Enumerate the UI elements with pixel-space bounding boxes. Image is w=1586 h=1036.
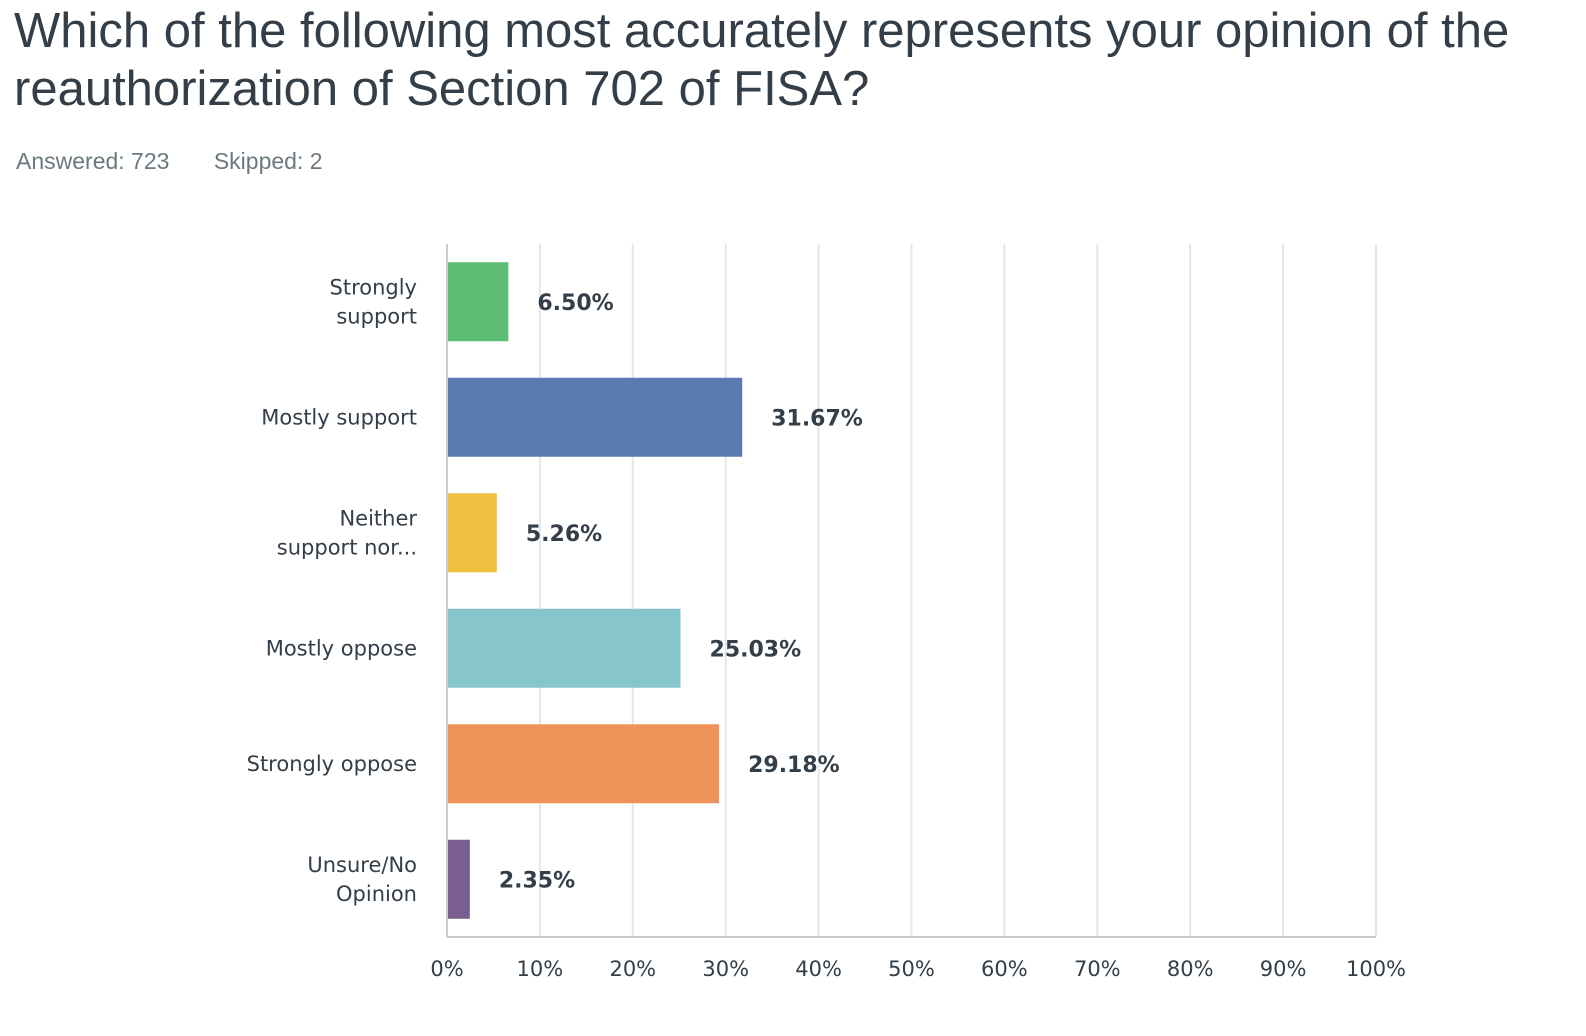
category-label: Mostly support <box>261 405 417 429</box>
labels: 0% 10% 20% 30% 40% 50% 60% 70% 80% 90% 100% 6.50% St… <box>247 275 1406 981</box>
bar <box>448 377 743 457</box>
gridlines <box>538 244 1377 937</box>
bar-value-label: 29.18% <box>748 753 840 778</box>
bar-value-label: 31.67% <box>771 406 863 431</box>
category-label: Mostly oppose <box>266 636 417 660</box>
bar <box>448 608 681 688</box>
category-label: support nor... <box>277 535 417 559</box>
bar-value-label: 6.50% <box>537 291 613 316</box>
x-tick-label: 20% <box>609 957 656 981</box>
bar <box>448 839 470 919</box>
bars <box>448 262 743 919</box>
category-label: Strongly <box>330 275 418 299</box>
category-label: Unsure/No <box>307 853 417 877</box>
bar <box>448 493 497 573</box>
bar-value-label: 5.26% <box>526 522 602 547</box>
x-tick-label: 80% <box>1167 957 1214 981</box>
x-tick-label: 100% <box>1346 957 1406 981</box>
category-label: support <box>336 304 417 328</box>
bar <box>448 724 720 804</box>
category-label: Opinion <box>336 882 417 906</box>
x-tick-label: 60% <box>981 957 1028 981</box>
bar-value-label: 25.03% <box>710 637 802 662</box>
x-tick-label: 0% <box>430 957 463 981</box>
bar-value-label: 2.35% <box>499 868 575 893</box>
axes <box>446 244 1376 938</box>
x-tick-label: 10% <box>517 957 564 981</box>
skipped-count: Skipped: 2 <box>213 148 323 174</box>
x-tick-label: 70% <box>1074 957 1121 981</box>
x-tick-label: 50% <box>888 957 935 981</box>
x-tick-label: 40% <box>795 957 842 981</box>
answered-count: Answered: 723 <box>16 148 170 174</box>
bar-chart: 0% 10% 20% 30% 40% 50% 60% 70% 80% 90% 100% 6.50% St… <box>247 244 1406 981</box>
bar <box>448 262 509 342</box>
category-label: Neither <box>339 506 417 530</box>
category-label: Strongly oppose <box>247 752 417 776</box>
response-stats: Answered: 723 Skipped: 2 <box>16 148 323 175</box>
question-title: Which of the following most accurately r… <box>14 4 1510 116</box>
x-tick-label: 90% <box>1260 957 1307 981</box>
x-tick-label: 30% <box>702 957 749 981</box>
